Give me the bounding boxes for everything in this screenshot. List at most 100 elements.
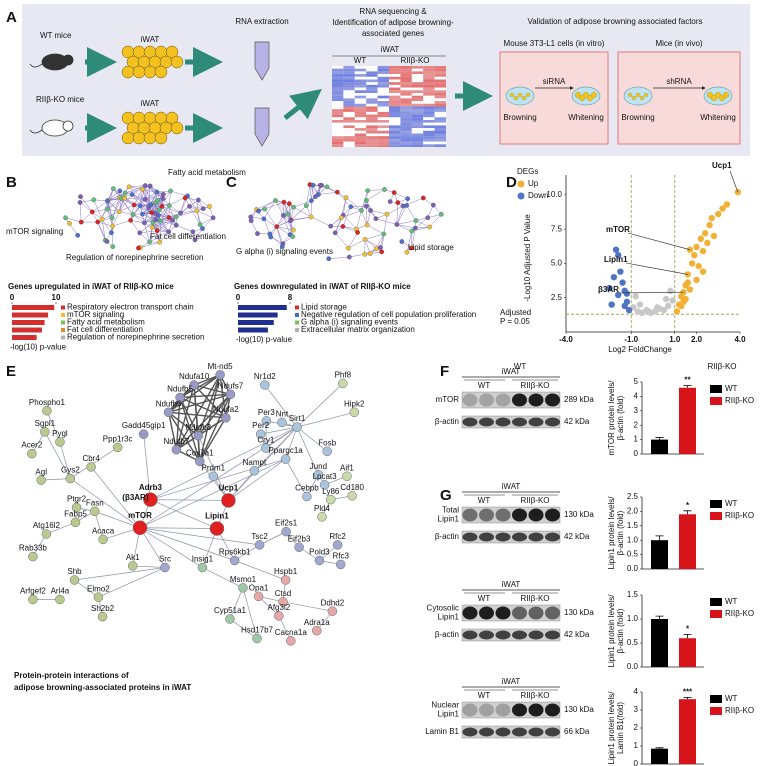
network-node: [285, 211, 291, 217]
heatmap-cell: [389, 95, 401, 99]
heatmap-cell: [332, 103, 344, 107]
network-node: [365, 188, 371, 194]
heatmap-cell: [434, 144, 446, 147]
network-edge: [130, 220, 140, 233]
blot-band: [495, 508, 511, 522]
network-edge: [101, 219, 112, 233]
network-edge: [112, 220, 131, 227]
heatmap-cell: [400, 98, 412, 102]
network-edge: [132, 194, 149, 208]
network-node: [99, 216, 105, 222]
network-node: [373, 216, 379, 222]
network-node: [77, 200, 83, 205]
blot-band: [528, 393, 544, 407]
network-edge: [348, 232, 358, 249]
network-node: [367, 251, 373, 256]
network-edge: [158, 215, 177, 226]
network-edge: [318, 191, 338, 195]
network-edge: [145, 185, 151, 205]
point: [702, 230, 709, 237]
ppi-node: [292, 422, 302, 432]
heatmap-cell: [343, 141, 355, 145]
node-label: Gys2: [61, 466, 80, 475]
legend-swatch: [295, 328, 299, 332]
node-label: Fosb: [318, 438, 336, 447]
heatmap-cell: [377, 117, 389, 120]
node-label: Sirt1: [289, 414, 306, 423]
blot-band: [528, 703, 544, 717]
ppi-edge: [296, 426, 328, 452]
network-edge: [139, 222, 154, 234]
heatmap-cell: [343, 66, 355, 69]
bar: [238, 305, 287, 310]
network-edge: [342, 206, 352, 227]
network-edge: [310, 216, 331, 227]
network-edge: [152, 222, 169, 233]
network-edge: [396, 224, 416, 229]
network-edge: [264, 201, 285, 210]
node-label: Cd180: [340, 483, 364, 492]
panel-label: F: [440, 363, 449, 380]
heatmap-cell: [400, 101, 412, 104]
annotation: mTOR: [606, 225, 630, 234]
heatmap-cell: [400, 71, 412, 75]
cell: [590, 91, 598, 99]
network-edge: [149, 185, 158, 201]
step-label: Validation of adipose browning associate…: [527, 17, 702, 26]
node-label: Nnt: [276, 410, 289, 419]
size-label: 130 kDa: [564, 510, 594, 519]
network-node: [328, 223, 334, 229]
network-node: [438, 211, 444, 217]
row-label: Lamin B1: [425, 727, 459, 736]
heatmap-cell: [389, 128, 401, 131]
fat-cell: [143, 65, 157, 79]
heatmap-cell: [354, 117, 367, 120]
node-label: Prdm1: [202, 463, 226, 472]
heatmap-cell: [343, 144, 355, 147]
network-edge: [415, 220, 430, 228]
heatmap-cell: [366, 84, 378, 88]
ppi-node: [193, 430, 203, 441]
blot-band: [545, 417, 560, 427]
error-bar: [655, 747, 664, 749]
x-axis-label: -log(10) p-value: [10, 343, 67, 352]
heatmap-cell: [332, 95, 344, 99]
heatmap-cell: [389, 79, 401, 83]
heatmap-cell: [366, 138, 378, 142]
heatmap-cell: [377, 82, 389, 85]
network-node: [280, 213, 286, 218]
heatmap-cell: [423, 122, 435, 126]
point: [608, 301, 615, 308]
network-edge: [258, 200, 276, 212]
network-node: [137, 203, 143, 209]
heatmap-cell: [389, 66, 401, 69]
heatmap-cell: [366, 144, 378, 147]
size-label: 42 kDa: [564, 417, 590, 426]
heatmap-cell: [434, 68, 446, 72]
heatmap-cell: [366, 74, 378, 77]
ppi-edge: [168, 411, 201, 462]
legend-label: RIIβ-KO: [725, 511, 754, 520]
network-node: [261, 216, 267, 222]
network-node: [364, 222, 370, 228]
blot-band: [479, 630, 494, 640]
x-tick-label: 10: [52, 293, 61, 302]
point: [612, 246, 620, 253]
network-edge: [145, 185, 164, 199]
legend-swatch: [61, 313, 65, 317]
ppi-node: [326, 494, 336, 505]
point: [688, 260, 696, 267]
tissue-label: iWAT: [141, 35, 160, 44]
network-node: [78, 219, 84, 225]
network-edge: [345, 197, 362, 211]
network-edge: [406, 230, 413, 253]
heatmap-cell: [354, 101, 367, 104]
heatmap-cell: [400, 93, 412, 96]
heatmap-cell: [332, 133, 344, 137]
ppi-edge: [296, 426, 319, 475]
network-edge: [101, 200, 108, 220]
heatmap-cell: [343, 106, 355, 110]
ppi-node: [69, 575, 80, 585]
network-node: [409, 245, 415, 251]
heatmap-cell: [423, 144, 435, 147]
